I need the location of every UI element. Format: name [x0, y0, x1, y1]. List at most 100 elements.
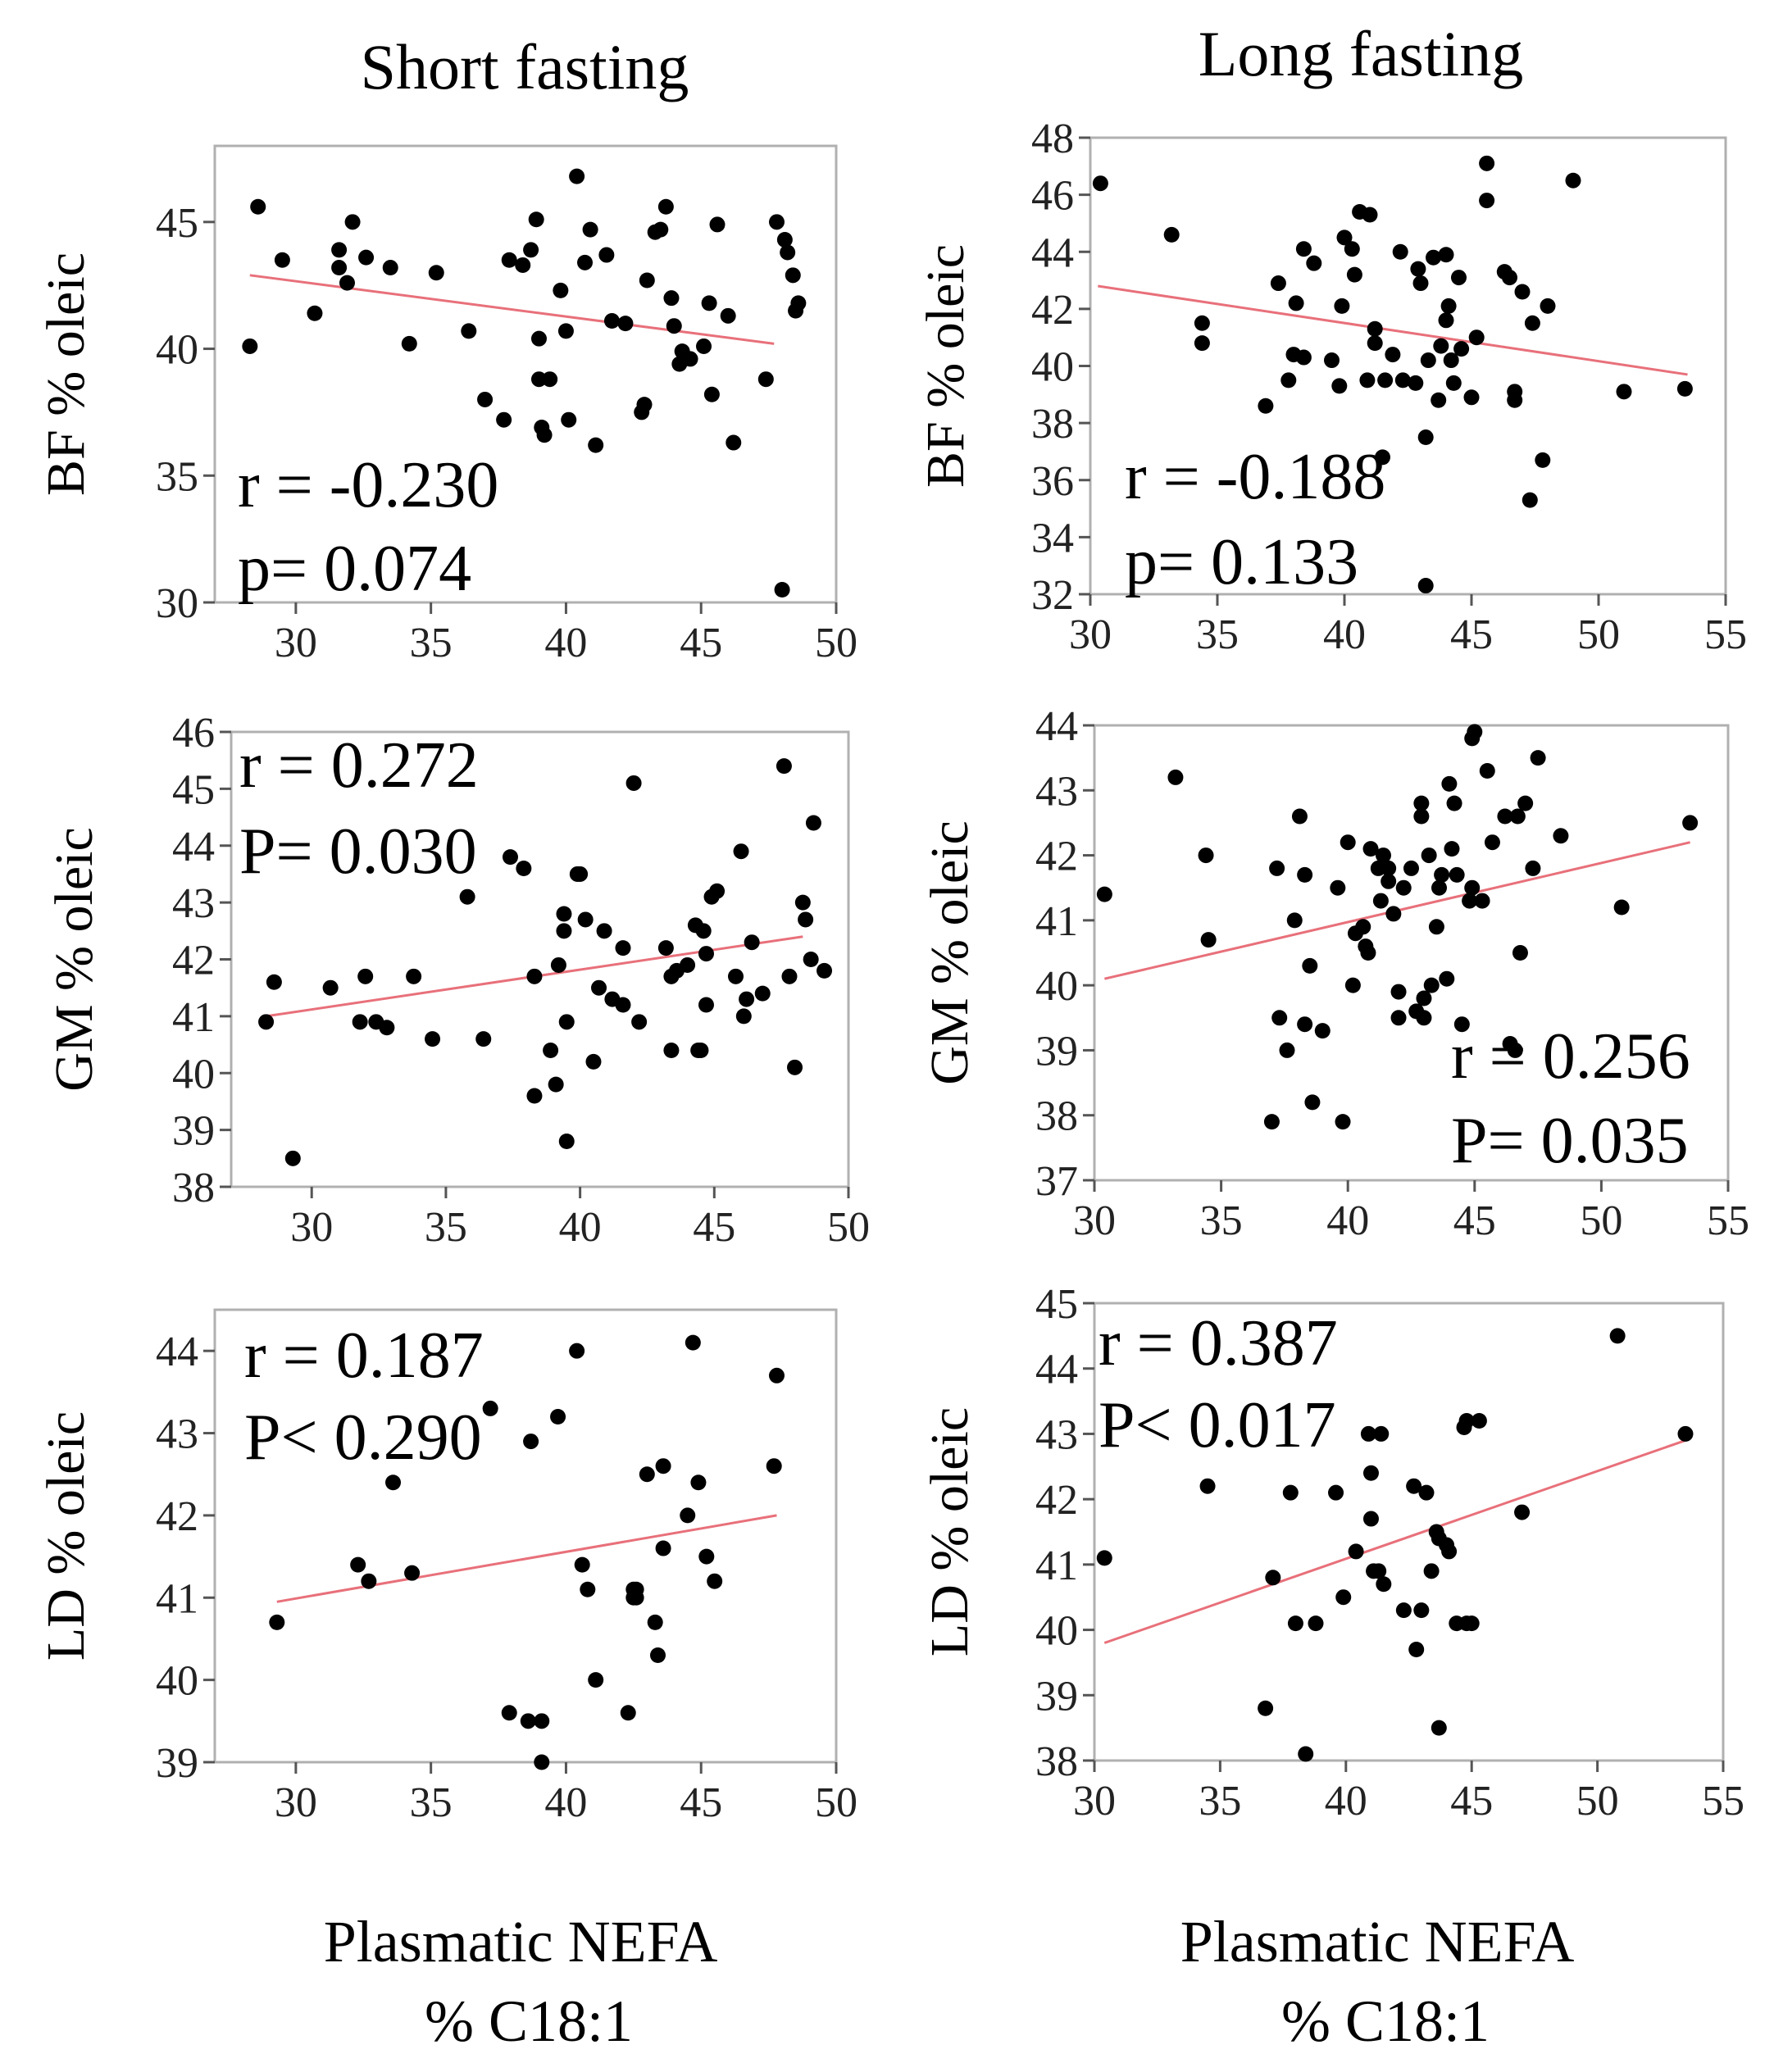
- bf-short-data-point: [553, 282, 569, 298]
- bf-long-data-point: [1163, 226, 1180, 243]
- ld-long-data-point: [1376, 1576, 1392, 1593]
- gm-short-data-point: [693, 1043, 709, 1058]
- gm-long-data-point: [1613, 899, 1630, 916]
- bf-long-y-tick-label: 44: [1031, 229, 1074, 276]
- gm-short-data-point: [556, 923, 572, 939]
- gm-long-data-point: [1360, 945, 1376, 961]
- bf-long-data-point: [1468, 329, 1485, 346]
- bf-short-x-tick-label: 30: [275, 620, 317, 666]
- ld-long-y-tick-label: 39: [1035, 1673, 1078, 1720]
- gm-long-data-point: [1462, 893, 1478, 909]
- gm-long-data-point: [1474, 893, 1490, 909]
- ld-long-data-point: [1677, 1425, 1694, 1442]
- ld-long-data-point: [1458, 1412, 1475, 1429]
- gm-short-data-point: [698, 997, 714, 1013]
- bf-long-data-point: [1295, 241, 1312, 257]
- bf-short-data-point: [703, 386, 720, 402]
- ld-short-data-point: [690, 1474, 707, 1491]
- ld-short-data-point: [269, 1614, 285, 1630]
- gm-short-data-point: [698, 946, 714, 962]
- ld-short-x-tick-label: 50: [815, 1779, 857, 1826]
- bf-long-data-point: [1420, 352, 1436, 369]
- bf-long-y-tick-label: 32: [1031, 572, 1074, 619]
- gm-short-data-point: [556, 906, 572, 922]
- gm-short-data-point: [558, 1134, 575, 1149]
- ld-long-data-point: [1431, 1720, 1447, 1736]
- bf-short-data-point: [557, 323, 574, 339]
- ld-short-data-point: [385, 1474, 402, 1491]
- bf-short-data-point: [780, 244, 796, 261]
- gm-short-y-tick-label: 39: [172, 1108, 215, 1155]
- bf-long-data-point: [1565, 172, 1581, 189]
- ld-long-data-point: [1423, 1563, 1440, 1579]
- gm-long-y-tick-label: 42: [1035, 834, 1078, 880]
- bf-short-data-point: [344, 214, 361, 230]
- ld-long-y-tick-label: 38: [1035, 1738, 1078, 1785]
- gm-long-data-point: [1271, 1010, 1288, 1026]
- column-title-long: Long fasting: [1199, 18, 1523, 89]
- bf-long-x-tick-label: 30: [1069, 611, 1112, 658]
- gm-short-data-point: [577, 911, 594, 928]
- x-axis-title-long-line2: % C18:1: [1281, 1988, 1490, 2054]
- gm-short-r-value: r = 0.272: [239, 729, 479, 802]
- gm-short-data-point: [526, 968, 543, 984]
- ld-short-data-point: [620, 1705, 636, 1721]
- bf-long-data-point: [1502, 270, 1517, 286]
- gm-short-x-tick-label: 50: [827, 1204, 870, 1251]
- gm-long-y-axis-label: GM % oleic: [920, 820, 980, 1085]
- ld-short-data-point: [680, 1507, 696, 1524]
- gm-long-y-tick-label: 40: [1035, 963, 1078, 1010]
- gm-short-data-point: [805, 815, 821, 831]
- bf-short-data-point: [523, 242, 539, 258]
- bf-short-data-point: [639, 272, 655, 289]
- bf-long-data-point: [1522, 492, 1538, 508]
- ld-short-data-point: [404, 1565, 421, 1581]
- ld-long-data-point: [1348, 1543, 1364, 1560]
- ld-long-y-tick-label: 44: [1035, 1347, 1078, 1393]
- bf-long-data-point: [1336, 229, 1353, 246]
- ld-short-plot-frame: [213, 1308, 838, 1764]
- ld-short-data-point: [501, 1705, 517, 1721]
- bf-long-y-tick-label: 46: [1031, 173, 1074, 220]
- gm-long-data-point: [1335, 1114, 1351, 1130]
- bf-short-data-point: [768, 214, 785, 230]
- gm-long-data-point: [1385, 906, 1402, 922]
- gm-long-data-point: [1453, 1016, 1470, 1033]
- bf-long-data-point: [1346, 266, 1362, 283]
- bf-long-data-point: [1535, 452, 1551, 468]
- gm-long-data-point: [1444, 841, 1460, 857]
- bf-short-data-point: [530, 371, 547, 388]
- bf-long-data-point: [1438, 312, 1454, 329]
- bf-long-data-point: [1324, 352, 1340, 369]
- gm-long-data-point: [1263, 1114, 1280, 1130]
- panel-bf-long: 30 35 40 45 50 55 32 34 36 38 40 42 44 46 48 BF % oleic…: [916, 116, 1747, 658]
- gm-short-data-point: [572, 866, 589, 882]
- panel-ld-short: 30 35 40 45 50 39 40 41 42 43 44 LD % oleic r = 0.18…: [36, 1308, 857, 1826]
- bf-short-data-point: [428, 265, 444, 281]
- bf-short-data-point: [501, 252, 517, 268]
- gm-short-data-point: [425, 1031, 441, 1047]
- bf-short-x-tick-label: 40: [544, 620, 587, 666]
- gm-long-y-tick-label: 44: [1035, 703, 1078, 750]
- gm-long-data-point: [1431, 879, 1448, 896]
- bf-long-x-tick-label: 35: [1196, 611, 1239, 658]
- gm-long-data-point: [1428, 919, 1444, 935]
- ld-long-x-tick-label: 30: [1073, 1778, 1116, 1824]
- gm-long-data-point: [1302, 957, 1318, 974]
- bf-long-data-point: [1426, 249, 1441, 266]
- gm-long-data-point: [1416, 990, 1432, 1006]
- bf-long-data-point: [1367, 320, 1383, 337]
- bf-long-x-tick-label: 40: [1323, 611, 1366, 658]
- ld-short-y-tick-label: 43: [156, 1411, 198, 1458]
- ld-long-data-point: [1371, 1563, 1387, 1579]
- gm-long-data-point: [1340, 834, 1356, 851]
- bf-long-y-tick-label: 38: [1031, 401, 1074, 448]
- ld-short-x-tick-label: 35: [410, 1779, 453, 1826]
- ld-short-data-point: [655, 1540, 671, 1556]
- ld-short-data-point: [520, 1713, 536, 1729]
- gm-short-data-point: [663, 1043, 680, 1058]
- gm-short-data-point: [543, 1043, 559, 1058]
- bf-short-data-point: [776, 231, 793, 248]
- bf-short-data-point: [339, 275, 355, 291]
